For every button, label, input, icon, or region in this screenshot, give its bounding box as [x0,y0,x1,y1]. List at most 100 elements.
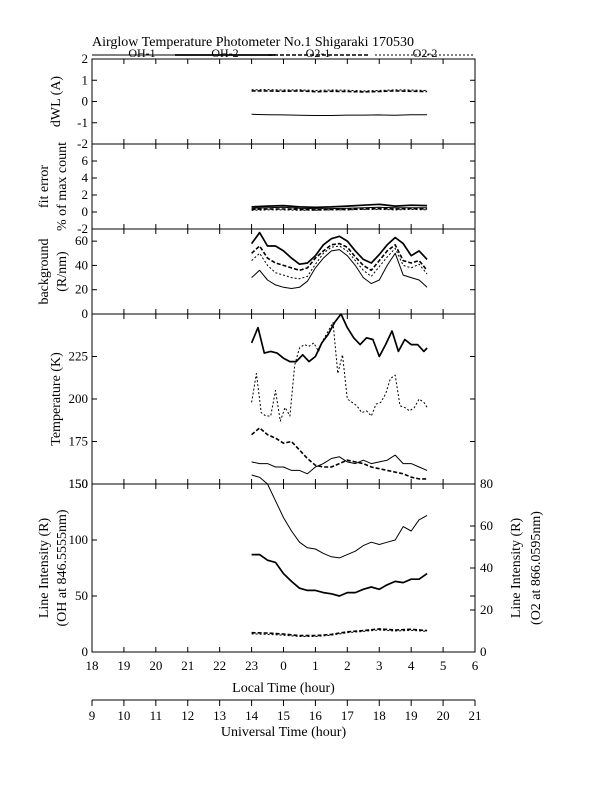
series-line-o2-2 [251,245,428,280]
y-tick-label: 150 [69,476,89,491]
y-tick-label: 6 [82,153,89,168]
y-tick-label: 150 [69,476,89,491]
legend-label-o2-1: O2-1 [306,46,331,60]
utc-tick-label: 9 [89,708,96,723]
panel-frame [91,228,476,315]
panel-1: -2 -1 0 1 2 dWL (A) [49,51,476,151]
y-axis-label: Temperature (K) [49,352,64,446]
y-right-tick-label: 80 [480,476,493,491]
series-line-o2-1 [251,207,428,211]
panel-frame [91,313,476,485]
y-right-tick-label: 0 [480,644,487,659]
legend-label-oh-2: OH-2 [211,46,238,60]
series-line-o2-1 [251,427,428,480]
y-axis-label-2: % of max count [55,142,70,231]
series-line-oh-2 [250,231,428,266]
figure-title: Airglow Temperature Photometer No.1 Shig… [92,35,414,50]
series-line-oh-1 [251,474,428,559]
x-tick-label: 5 [440,658,447,673]
series-line-o2-2 [251,629,428,637]
utc-tick-label: 14 [245,708,259,723]
y-tick-label: 2 [82,51,89,66]
legend-label-o2-2: O2-2 [413,46,438,60]
y-axis-label-2: (R/nm) [55,251,70,292]
series-line-o2-1 [251,628,428,637]
y-tick-label: 40 [75,257,88,272]
series-line-oh-2 [250,313,428,363]
series-line-oh-2 [251,553,428,597]
series-line-oh-1 [251,113,428,116]
y-tick-label: 60 [75,233,88,248]
x-tick-label: 0 [280,658,287,673]
utc-tick-label: 15 [277,708,290,723]
utc-tick-label: 16 [309,708,323,723]
y-tick-label: -2 [77,221,88,236]
x-axis-label: Local Time (hour) [232,681,335,696]
panel-4: 150 175 200 225 Temperature (K) [49,313,476,491]
y-axis-label: fit error [37,165,52,208]
y-tick-label: 175 [69,434,89,449]
utc-tick-label: 21 [469,708,482,723]
y-axis-label-2: (OH at 846.5555nm) [55,509,70,626]
utc-tick-label: 10 [117,708,130,723]
y-tick-label: 0 [82,204,89,219]
x-tick-label: 23 [245,658,258,673]
x-tick-label: 4 [408,658,415,673]
y-tick-label: -2 [77,136,88,151]
x-tick-label: 22 [213,658,226,673]
y-tick-label: 100 [69,532,89,547]
y-axis-label: dWL (A) [49,76,64,128]
y-tick-label: 0 [82,644,89,659]
legend: OH-1 OH-2 O2-1 O2-2 [92,46,475,60]
utc-tick-label: 13 [213,708,226,723]
series-line-o2-1 [251,90,428,93]
x-tick-label: 19 [117,658,130,673]
y-axis-label: Line Intensity (R) [37,518,52,619]
x-tick-label: 1 [312,658,319,673]
y-right-tick-label: 60 [480,518,493,533]
series-line-o2-2 [251,322,428,422]
x-tick-label: 18 [86,658,99,673]
x-tick-label: 21 [181,658,194,673]
panel-frame [91,58,476,145]
y-tick-label: -1 [77,115,88,130]
legend-label-oh-1: OH-1 [128,46,155,60]
y-tick-label: 0 [82,94,89,109]
y-tick-label: 4 [82,170,89,185]
panel-3: 0 20 40 60 background (R/nm) [37,228,476,321]
series-line-oh-2 [251,203,428,209]
panel-frame [91,143,476,230]
series-line-oh-1 [251,454,428,475]
series-line-oh-1 [251,249,428,289]
series-line-o2-2 [251,208,428,211]
series-line-o2-2 [251,89,428,92]
y-right-axis-label-2: (O2 at 866.0595nm) [529,511,544,625]
y-tick-label: 200 [69,391,89,406]
utc-tick-label: 18 [373,708,386,723]
utc-tick-label: 11 [150,708,163,723]
utc-tick-label: 17 [341,708,355,723]
series-line-oh-1 [251,206,428,210]
utc-tick-label: 19 [405,708,418,723]
panel-2: -2 0 2 4 6 fit error% of max count [37,142,476,236]
y-axis-label: background [37,238,52,304]
utc-axis-label: Universal Time (hour) [221,725,347,740]
utc-tick-label: 12 [181,708,194,723]
utc-tick-label: 20 [437,708,450,723]
y-tick-label: 20 [75,282,88,297]
series-line-o2-1 [251,242,428,272]
y-tick-label: 0 [82,306,89,321]
y-right-tick-label: 20 [480,602,493,617]
y-tick-label: 50 [75,588,88,603]
x-tick-label: 3 [376,658,383,673]
panels: -2 -1 0 1 2 dWL (A) -2 0 2 4 6 fit error% of max co… [37,51,544,696]
y-tick-label: 225 [69,349,89,364]
y-right-axis-label: Line Intensity (R) [509,518,524,619]
panel-frame [91,483,476,653]
y-tick-label: 2 [82,187,89,202]
y-tick-label: 1 [82,72,89,87]
x-tick-label: 2 [344,658,351,673]
